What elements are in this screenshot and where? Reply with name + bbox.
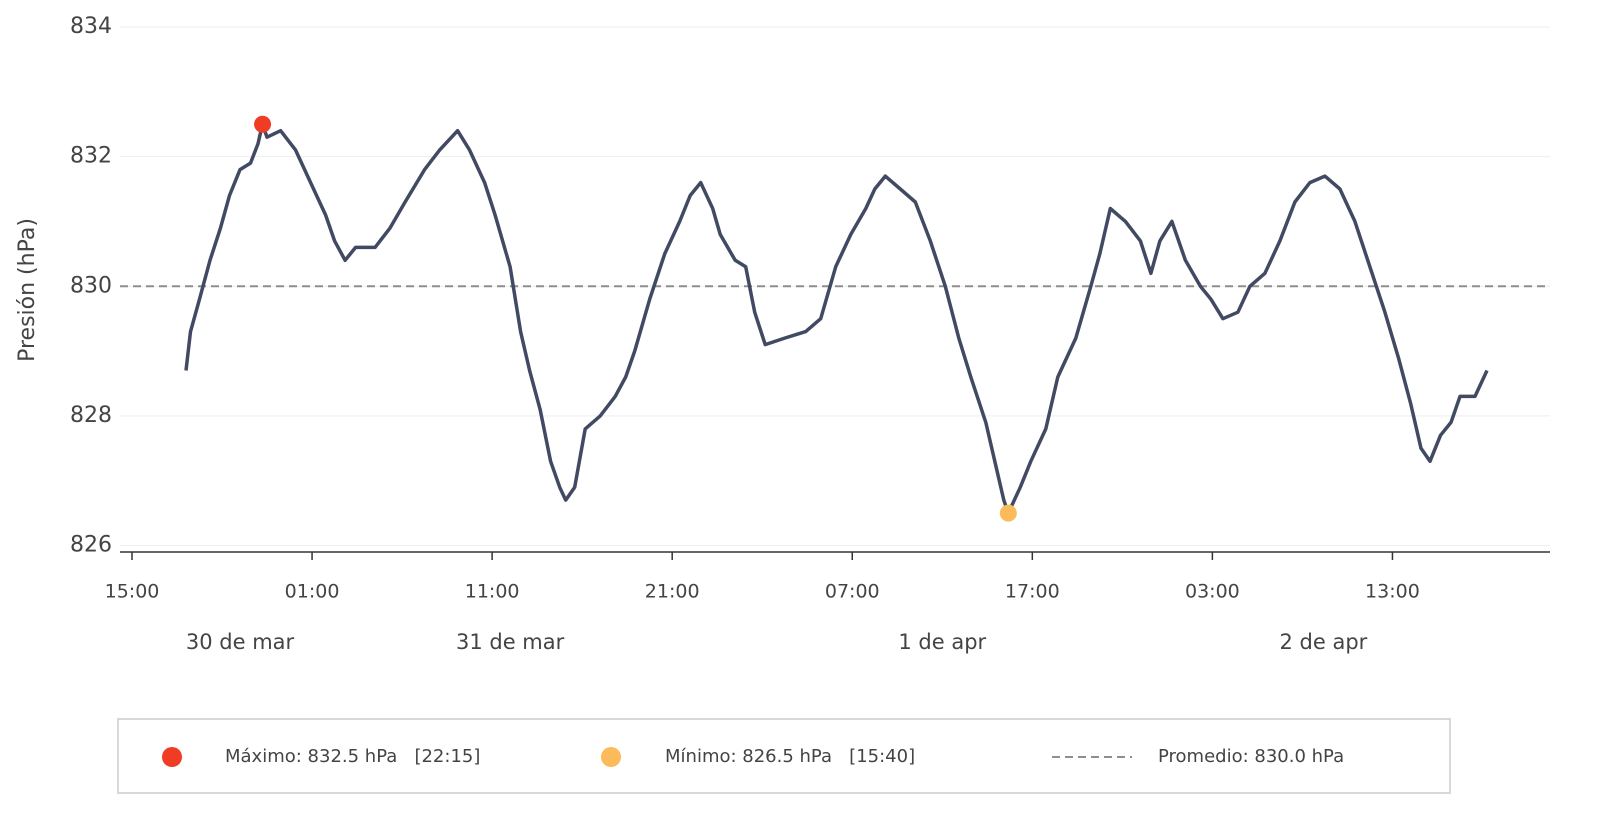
- pressure-line: [184, 122, 1489, 515]
- x-tick-label: 13:00: [1365, 581, 1420, 603]
- y-tick-label: 834: [70, 14, 112, 39]
- date-label: 1 de apr: [898, 630, 986, 654]
- x-tick-label: 03:00: [1185, 581, 1240, 603]
- x-tick-label: 07:00: [825, 581, 880, 603]
- x-tick-label: 01:00: [285, 581, 340, 603]
- min-marker: [999, 504, 1017, 522]
- date-label: 2 de apr: [1280, 630, 1368, 654]
- x-tick-label: 11:00: [465, 581, 520, 603]
- x-tick-label: 15:00: [105, 581, 160, 603]
- legend-min-marker: [601, 747, 621, 767]
- y-tick-label: 828: [70, 403, 112, 428]
- max-marker: [254, 115, 272, 133]
- legend-max-marker: [162, 747, 182, 767]
- legend-box: [117, 718, 1451, 794]
- y-axis-label: Presión (hPa): [15, 218, 40, 362]
- date-label: 31 de mar: [456, 630, 565, 654]
- y-tick-label: 830: [70, 273, 112, 298]
- legend-min-label: Mínimo: 826.5 hPa [15:40]: [665, 746, 915, 767]
- y-tick-label: 826: [70, 533, 112, 558]
- date-label: 30 de mar: [186, 630, 295, 654]
- x-tick-label: 21:00: [645, 581, 700, 603]
- legend-max-label: Máximo: 832.5 hPa [22:15]: [225, 746, 480, 767]
- y-tick-label: 832: [70, 144, 112, 169]
- x-tick-label: 17:00: [1005, 581, 1060, 603]
- legend-average-label: Promedio: 830.0 hPa: [1158, 746, 1344, 767]
